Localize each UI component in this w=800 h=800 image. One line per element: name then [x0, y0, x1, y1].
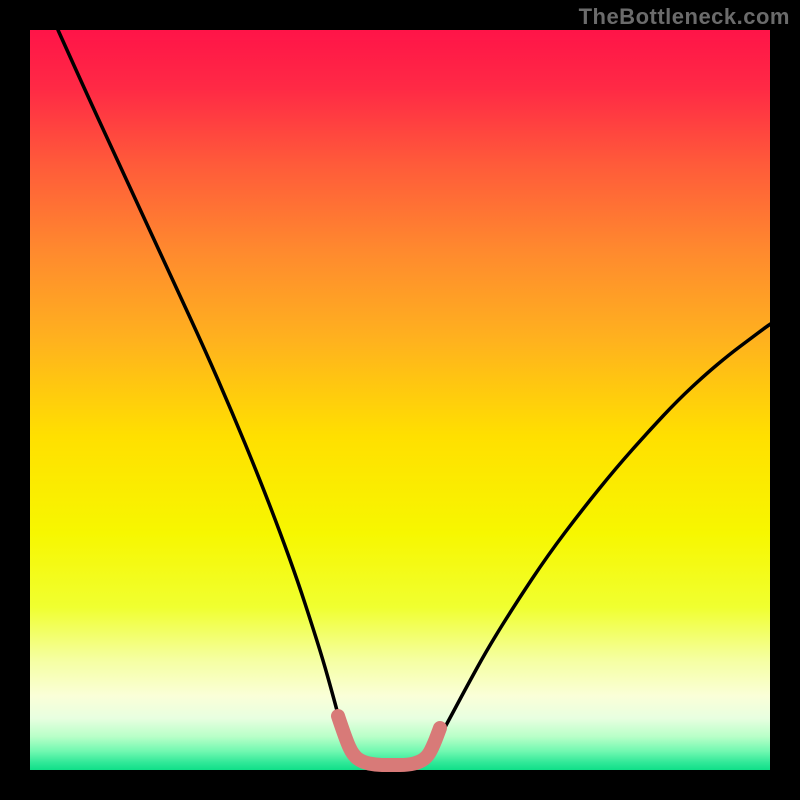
curve-left [58, 30, 348, 750]
valley-highlight [338, 716, 440, 765]
chart-frame: TheBottleneck.com [0, 0, 800, 800]
curve-right [430, 323, 772, 752]
watermark-text: TheBottleneck.com [579, 4, 790, 30]
plot-area [30, 30, 770, 770]
curve-overlay [30, 30, 770, 770]
